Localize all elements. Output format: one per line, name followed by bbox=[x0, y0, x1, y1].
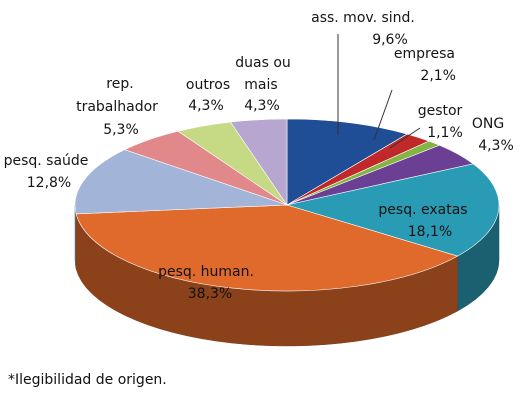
slice-label-ass-mov-sind-: ass. mov. sind. bbox=[311, 10, 415, 26]
pie-slice-ass-mov-sind- bbox=[286, 118, 408, 206]
slice-label-pesq-human-: pesq. human. bbox=[158, 264, 254, 280]
slice-label-pesq-exatas: pesq. exatas bbox=[378, 202, 467, 218]
slice-label-empresa: empresa bbox=[394, 46, 455, 62]
slice-value-ass-mov-sind-: 9,6% bbox=[372, 32, 408, 48]
slice-label-outros: outros bbox=[186, 77, 230, 93]
slice-value-gestor: 1,1% bbox=[427, 125, 463, 141]
slice-label-ong: ONG bbox=[472, 116, 504, 132]
slice-label-rep-trabalhador-line1: rep. bbox=[106, 76, 133, 92]
slice-value-outros: 4,3% bbox=[188, 98, 224, 114]
slice-value-empresa: 2,1% bbox=[420, 68, 456, 84]
chart-footnote: *Ilegibilidad de origen. bbox=[8, 372, 167, 388]
slice-value-pesq-sa-de: 12,8% bbox=[27, 175, 71, 191]
pie-slice-duas-ou-mais bbox=[229, 118, 288, 206]
pie-slice-pesq-exatas bbox=[285, 163, 500, 257]
pie-slice-pesq-human- bbox=[75, 204, 459, 292]
pie-slice-pesq-sa-de bbox=[74, 149, 288, 215]
leader-line-gestor bbox=[389, 127, 421, 149]
slice-label-rep-trabalhador-line2: trabalhador bbox=[76, 99, 158, 115]
slice-value-ong: 4,3% bbox=[478, 138, 514, 154]
leader-line-empresa bbox=[373, 89, 393, 141]
slice-label-duas-ou-mais-line1: duas ou bbox=[235, 55, 291, 71]
slice-labels: ass. mov. sind. 9,6%empresa 2,1% gestor 1,1%… bbox=[4, 10, 514, 302]
slice-value-rep-trabalhador: 5,3% bbox=[103, 122, 139, 138]
leader-lines bbox=[337, 34, 421, 149]
slice-label-pesq-sa-de: pesq. saúde bbox=[4, 153, 89, 169]
slice-value-duas-ou-mais: 4,3% bbox=[244, 98, 280, 114]
slice-value-pesq-human-: 38,3% bbox=[188, 286, 232, 302]
slice-value-pesq-exatas: 18,1% bbox=[408, 224, 452, 240]
pie-slices bbox=[74, 118, 500, 292]
slice-label-duas-ou-mais-line2: mais bbox=[244, 77, 277, 93]
slice-label-gestor: gestor bbox=[418, 103, 463, 119]
